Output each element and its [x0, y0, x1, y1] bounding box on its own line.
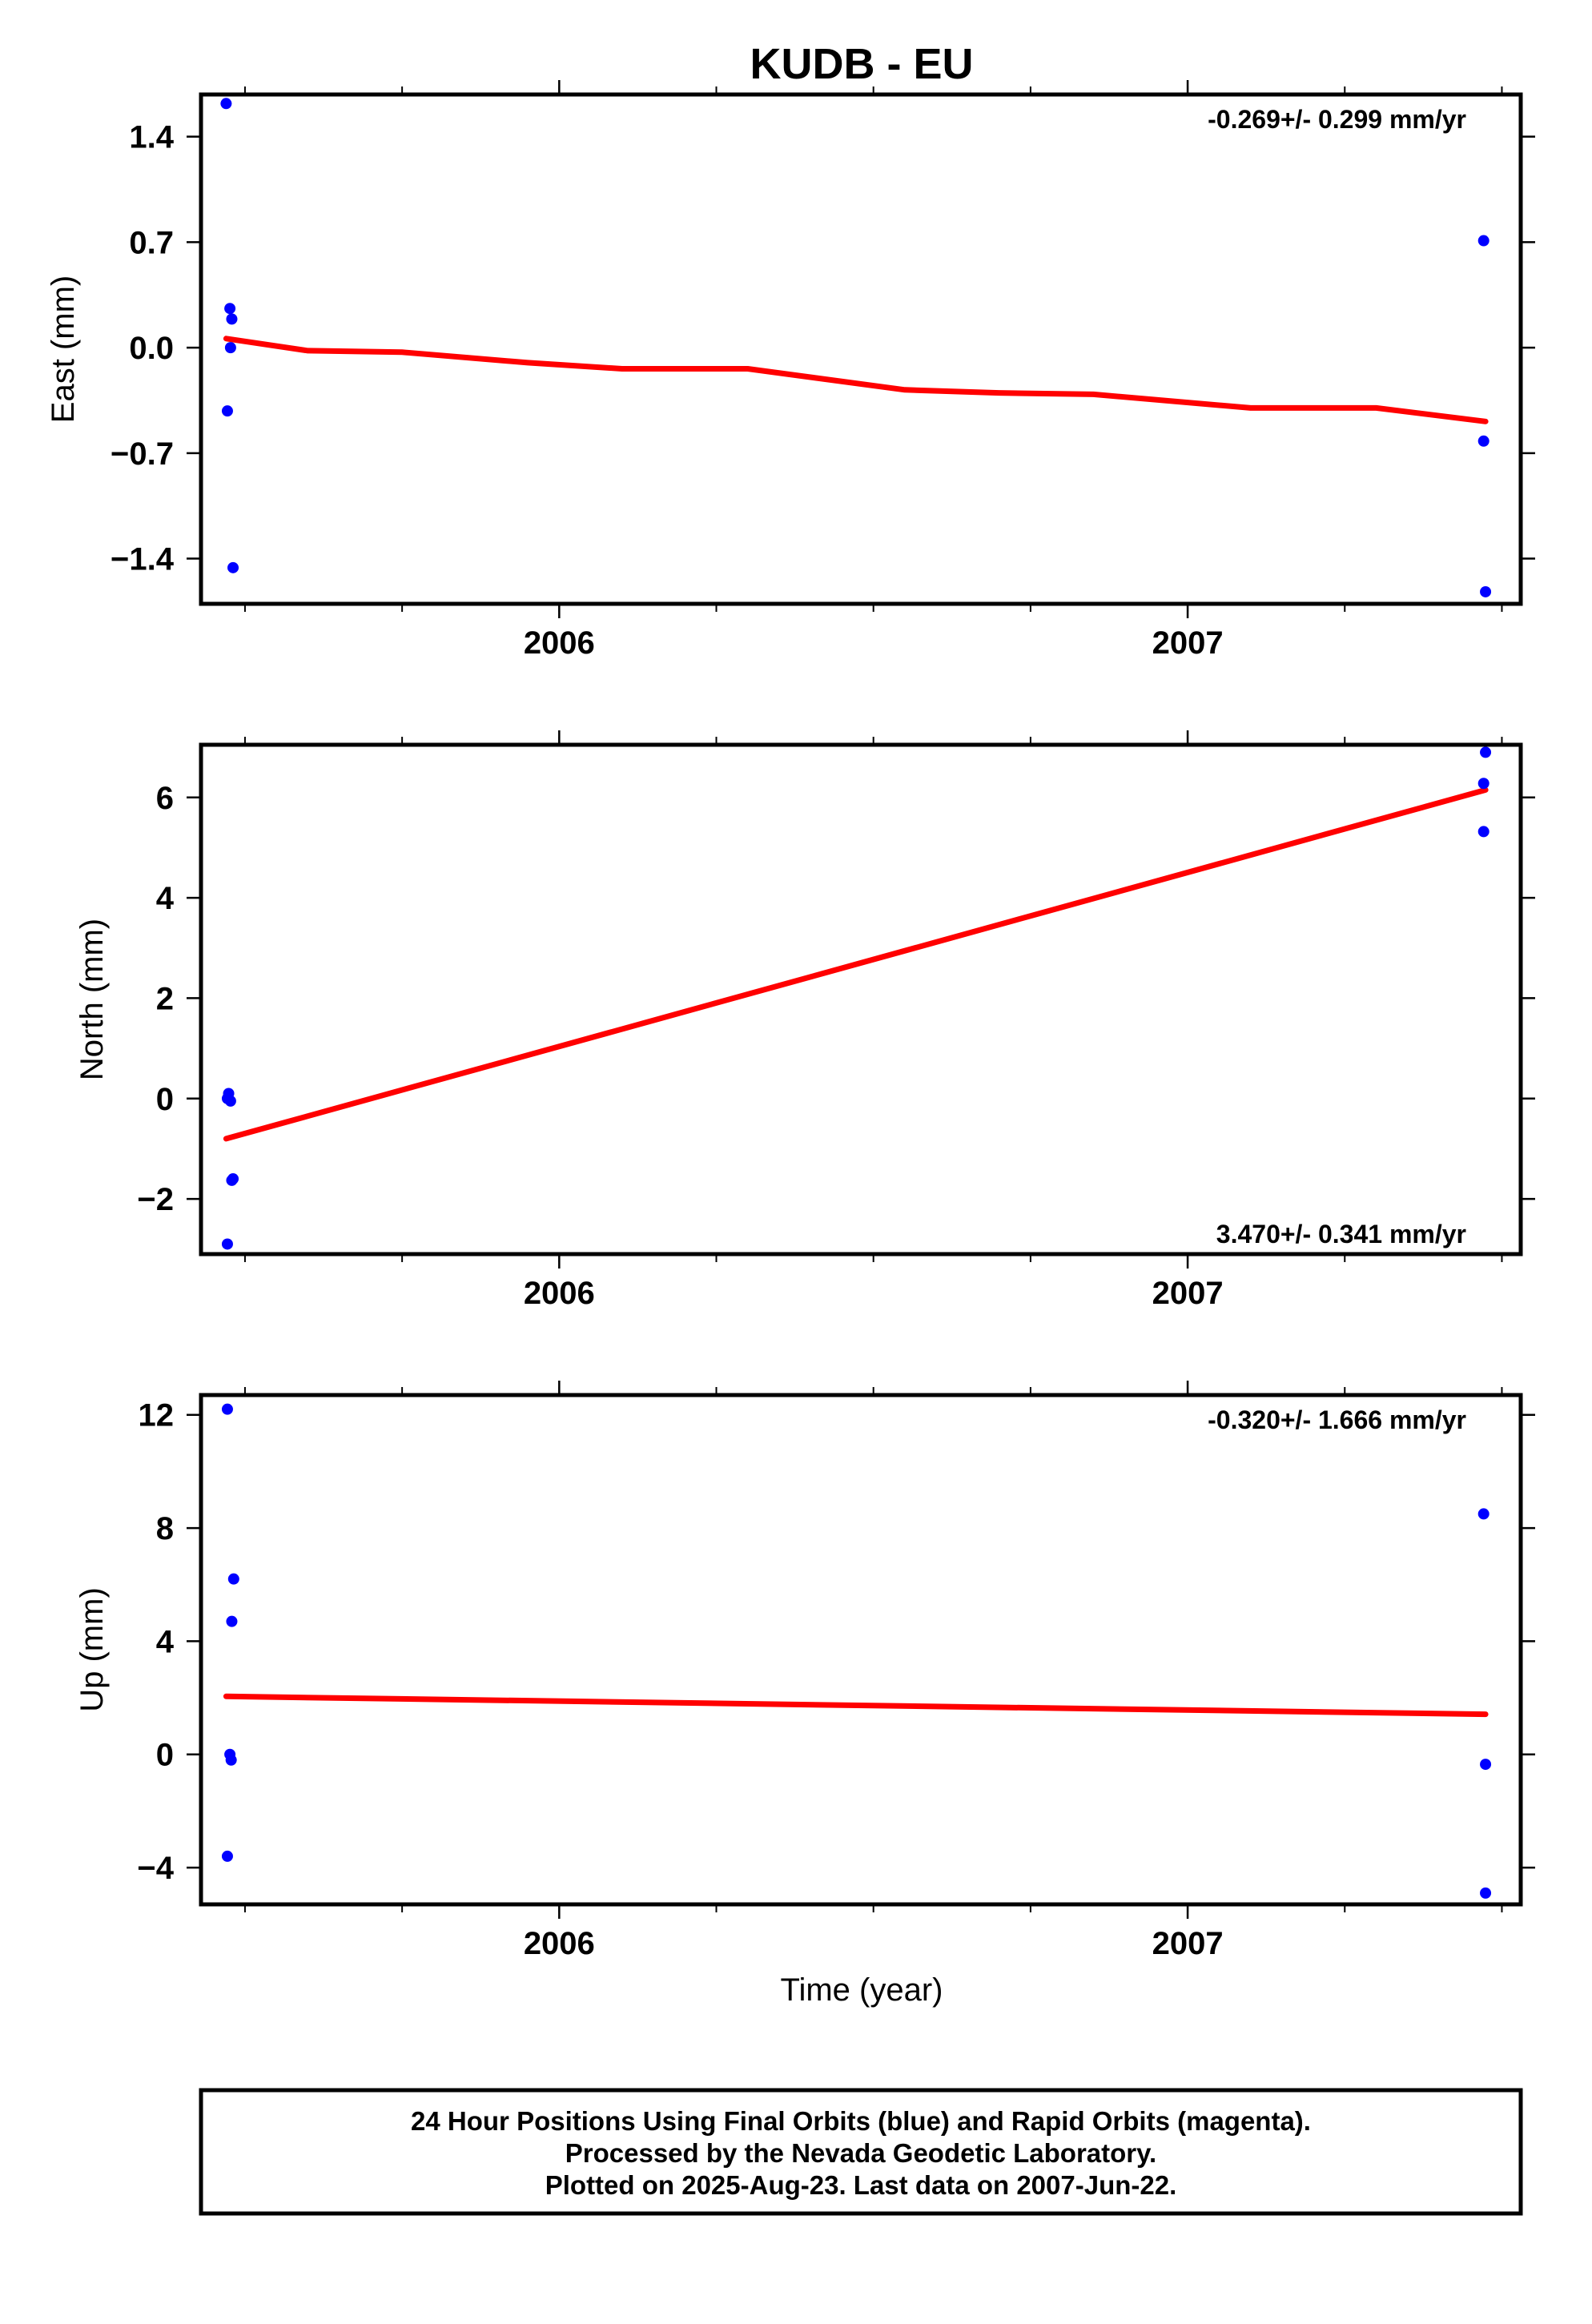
chart-2-data-point — [221, 1403, 233, 1415]
chart-0-y-tick-label: 0.0 — [129, 331, 174, 366]
chart-2-rate-label: -0.320+/- 1.666 mm/yr — [1208, 1405, 1466, 1434]
chart-1-data-point — [1480, 746, 1492, 758]
chart-2-data-point — [227, 1573, 239, 1585]
chart-1-data-point — [226, 1174, 238, 1186]
chart-2-x-tick-label: 2006 — [524, 1926, 595, 1961]
chart-1-rate-label: 3.470+/- 0.341 mm/yr — [1216, 1220, 1466, 1248]
chart-1-x-tick-label: 2006 — [524, 1276, 595, 1311]
up-panel: 2006 2007 12 8 4 0 −4 Up (mm) -0.320+/- 1.666 mm… — [74, 1381, 1535, 1961]
chart-0-plot-frame — [199, 92, 1523, 606]
chart-0-y-tick-label: −1.4 — [111, 542, 175, 577]
chart-1-data-point — [224, 1095, 236, 1107]
chart-0-y-tick-label: 1.4 — [129, 120, 174, 155]
chart-2-plot-frame — [199, 1393, 1523, 1907]
chart-1-y-tick-label: 6 — [156, 781, 174, 816]
chart-0-data-point — [224, 303, 236, 315]
chart-0-data-point — [221, 405, 233, 417]
chart-2-y-axis-label: Up (mm) — [74, 1587, 110, 1712]
chart-1-x-tick-label: 2007 — [1152, 1276, 1224, 1311]
chart-1-plot-frame — [199, 742, 1523, 1256]
chart-1-y-tick-label: 0 — [156, 1082, 174, 1117]
chart-0-data-point — [227, 561, 239, 573]
chart-2-x-tick-label: 2007 — [1152, 1926, 1224, 1961]
chart-0-data-point — [224, 342, 236, 354]
chart-0-data-point — [1477, 435, 1489, 447]
chart-0-y-tick-label: 0.7 — [129, 225, 174, 260]
x-axis-label: Time (year) — [781, 1972, 943, 2008]
chart-2-fit-line — [223, 1693, 1489, 1718]
chart-0-y-axis-label: East (mm) — [46, 275, 81, 423]
footer-line-3: Plotted on 2025-Aug-23. Last data on 200… — [545, 2170, 1177, 2200]
chart-2-data-point — [226, 1615, 238, 1627]
footer-box: 24 Hour Positions Using Final Orbits (bl… — [199, 2088, 1523, 2216]
chart-1-y-tick-label: 2 — [156, 981, 174, 1016]
chart-2-data-point — [1480, 1759, 1492, 1771]
footer-line-2: Processed by the Nevada Geodetic Laborat… — [565, 2138, 1156, 2168]
chart-1-data-point — [1477, 826, 1489, 838]
chart-1-y-tick-label: −2 — [137, 1182, 174, 1217]
chart-2-y-tick-label: 4 — [156, 1624, 175, 1659]
chart-2-y-tick-label: 12 — [139, 1398, 175, 1433]
chart-1-data-point — [1477, 778, 1489, 790]
footer-frame — [199, 2088, 1523, 2216]
chart-2-data-point — [225, 1754, 237, 1766]
north-panel: 2006 2007 6 4 2 0 −2 North (mm) 3.470+/- 0.341 m… — [74, 730, 1535, 1311]
chart-0-x-tick-label: 2007 — [1152, 625, 1224, 661]
chart-0-data-point — [226, 313, 238, 325]
chart-0-rate-label: -0.269+/- 0.299 mm/yr — [1208, 105, 1466, 134]
chart-0-x-tick-label: 2006 — [524, 625, 595, 661]
chart-2-data-point — [1480, 1887, 1492, 1899]
chart-0-y-tick-label: −0.7 — [111, 436, 174, 472]
chart-1-data-point — [221, 1238, 233, 1250]
footer-line-1: 24 Hour Positions Using Final Orbits (bl… — [411, 2106, 1311, 2136]
chart-2-data-point — [1477, 1508, 1489, 1520]
chart-2-y-tick-label: −4 — [137, 1851, 174, 1886]
east-panel: 2006 2007 1.4 0.7 0.0 −0.7 −1.4 East (mm) -0.269… — [46, 80, 1535, 661]
chart-1-y-tick-label: 4 — [156, 881, 175, 916]
chart-0-fit-line — [223, 336, 1489, 424]
chart-0-data-point — [1480, 585, 1492, 597]
chart-1-y-axis-label: North (mm) — [74, 919, 110, 1080]
chart-2-data-point — [221, 1850, 233, 1862]
chart-2-y-tick-label: 0 — [156, 1738, 174, 1773]
chart-1-fit-line — [223, 786, 1489, 1142]
chart-2-y-tick-label: 8 — [156, 1511, 174, 1546]
figure-title: KUDB - EU — [750, 40, 974, 88]
chart-0-data-point — [1477, 235, 1489, 247]
chart-0-data-point — [220, 98, 232, 110]
